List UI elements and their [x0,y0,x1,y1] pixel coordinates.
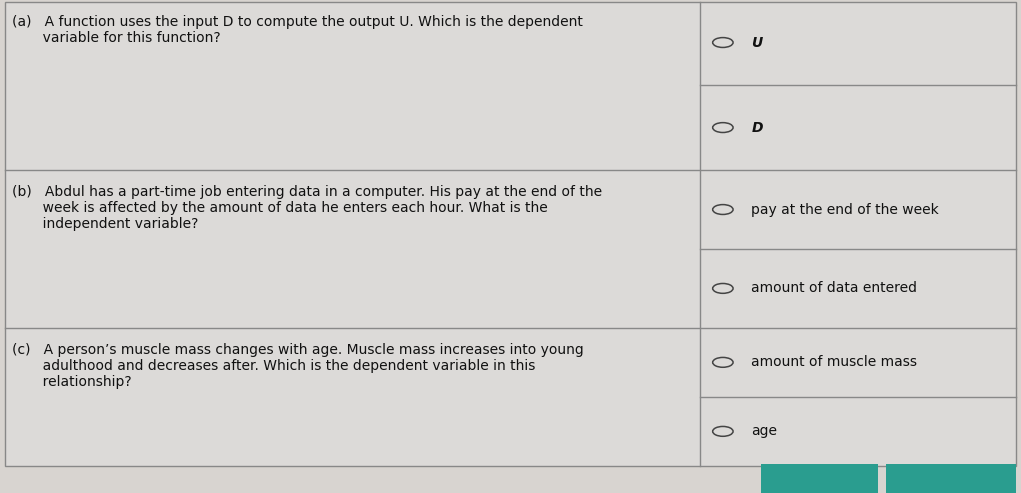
Text: (c)   A person’s muscle mass changes with age. Muscle mass increases into young
: (c) A person’s muscle mass changes with … [12,343,584,389]
FancyBboxPatch shape [761,464,878,493]
Text: amount of muscle mass: amount of muscle mass [751,355,918,369]
Text: pay at the end of the week: pay at the end of the week [751,203,939,216]
Text: D: D [751,121,763,135]
Text: age: age [751,424,777,438]
FancyBboxPatch shape [5,2,1016,466]
FancyBboxPatch shape [886,464,1016,493]
Text: (a)   A function uses the input D to compute the output U. Which is the dependen: (a) A function uses the input D to compu… [12,15,583,45]
Text: (b)   Abdul has a part-time job entering data in a computer. His pay at the end : (b) Abdul has a part-time job entering d… [12,185,602,231]
Text: amount of data entered: amount of data entered [751,282,918,295]
Text: U: U [751,35,763,49]
